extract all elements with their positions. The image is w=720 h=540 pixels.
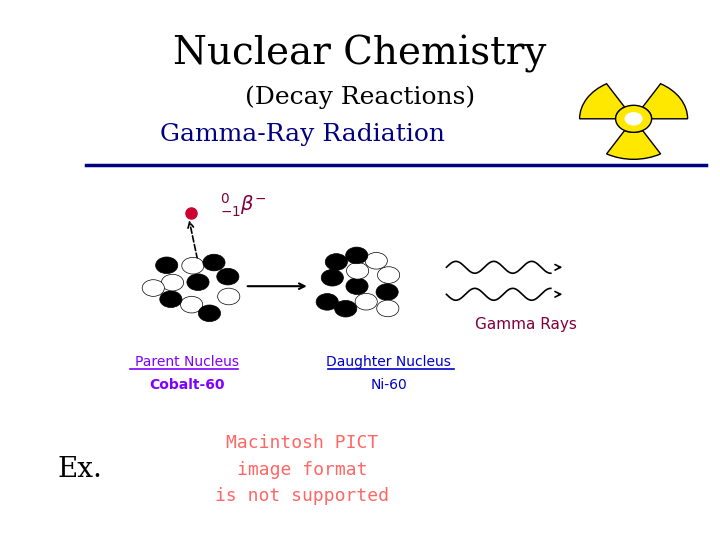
Circle shape: [377, 300, 399, 317]
Circle shape: [156, 257, 178, 274]
Wedge shape: [580, 84, 625, 119]
Circle shape: [346, 262, 369, 279]
Circle shape: [199, 305, 220, 322]
Circle shape: [625, 112, 643, 126]
Text: Gamma Rays: Gamma Rays: [474, 316, 577, 332]
Text: $^{0}_{-1}\beta^{-}$: $^{0}_{-1}\beta^{-}$: [220, 192, 266, 219]
Text: Gamma-Ray Radiation: Gamma-Ray Radiation: [160, 124, 445, 146]
Circle shape: [321, 269, 343, 286]
Circle shape: [181, 296, 203, 313]
Wedge shape: [606, 131, 661, 159]
Circle shape: [316, 294, 338, 310]
Circle shape: [142, 280, 164, 296]
Circle shape: [346, 278, 368, 294]
Text: Macintosh PICT
image format
is not supported: Macintosh PICT image format is not suppo…: [215, 434, 390, 505]
Circle shape: [160, 291, 182, 308]
Text: Ex.: Ex.: [58, 456, 102, 483]
Text: Ni-60: Ni-60: [370, 378, 408, 392]
Text: Cobalt-60: Cobalt-60: [150, 378, 225, 392]
Circle shape: [325, 254, 348, 271]
Circle shape: [161, 274, 184, 291]
Text: Nuclear Chemistry: Nuclear Chemistry: [174, 35, 546, 73]
Circle shape: [203, 254, 225, 271]
Circle shape: [346, 247, 368, 264]
Circle shape: [217, 288, 240, 305]
Wedge shape: [643, 84, 688, 119]
Circle shape: [377, 267, 400, 284]
Circle shape: [217, 268, 239, 285]
Text: Daughter Nucleus: Daughter Nucleus: [326, 355, 451, 369]
Circle shape: [335, 300, 357, 317]
Text: Parent Nucleus: Parent Nucleus: [135, 355, 239, 369]
Circle shape: [365, 253, 387, 269]
Circle shape: [376, 284, 398, 300]
Circle shape: [187, 274, 209, 291]
Text: (Decay Reactions): (Decay Reactions): [245, 85, 475, 109]
Circle shape: [182, 258, 204, 274]
Circle shape: [355, 293, 377, 310]
Circle shape: [616, 105, 652, 132]
